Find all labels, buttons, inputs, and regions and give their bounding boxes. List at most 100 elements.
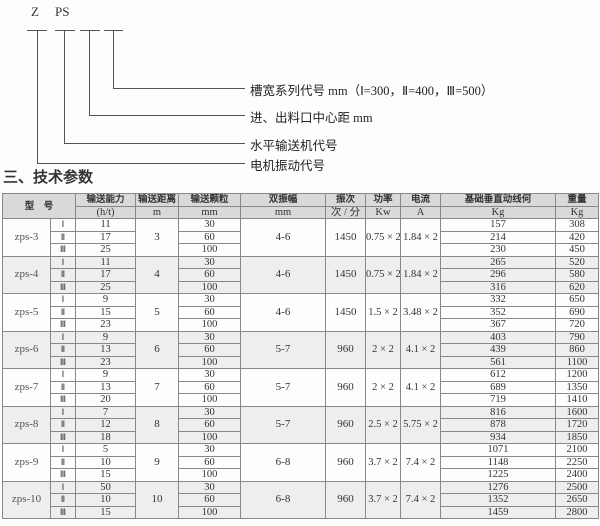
weight-cell: 1410 <box>555 393 600 407</box>
grade-cell: Ⅰ <box>49 293 77 307</box>
load-cell: 1148 <box>440 455 557 469</box>
weight-cell: 1100 <box>555 355 600 369</box>
amplitude-cell: 4-6 <box>240 255 327 294</box>
table-row: Ⅲ 20 100 719 1410 <box>3 393 600 407</box>
load-cell: 316 <box>440 280 557 294</box>
power-cell: 0.75 × 2 <box>365 255 402 294</box>
capacity-cell: 11 <box>75 255 137 269</box>
particle-cell: 30 <box>178 443 242 457</box>
weight-cell: 1720 <box>555 418 600 432</box>
particle-cell: 100 <box>178 243 242 257</box>
unit-capacity: (h/t) <box>75 205 137 219</box>
table-row: zps-4 Ⅰ 11 4 30 4-6 1450 0.75 × 2 1.84 × 2 265 520 <box>2 255 600 294</box>
current-cell: 7.4 × 2 <box>400 443 442 482</box>
load-cell: 367 <box>440 318 557 332</box>
grade-cell: Ⅱ <box>49 343 77 357</box>
distance-cell: 7 <box>135 368 180 407</box>
distance-cell: 4 <box>135 255 180 294</box>
leader-line <box>113 88 245 89</box>
distance-cell: 6 <box>135 330 180 369</box>
frequency-cell: 960 <box>325 480 367 519</box>
table-row: Ⅱ 12 60 878 1720 <box>3 418 600 432</box>
current-cell: 1.84 × 2 <box>400 218 442 257</box>
capacity-cell: 11 <box>75 218 137 232</box>
particle-cell: 60 <box>178 343 242 357</box>
unit-particle: mm <box>178 205 242 219</box>
table-row: Ⅲ 15 100 1225 2400 <box>3 468 600 482</box>
weight-cell: 450 <box>555 243 600 257</box>
capacity-cell: 15 <box>75 505 137 519</box>
table-row: Ⅱ 17 60 296 580 <box>3 268 600 282</box>
capacity-cell: 17 <box>75 230 137 244</box>
model-cell: zps-10 <box>2 480 51 519</box>
weight-cell: 790 <box>555 330 600 344</box>
weight-cell: 1350 <box>555 380 600 394</box>
capacity-cell: 12 <box>75 418 137 432</box>
amplitude-cell: 4-6 <box>240 293 327 332</box>
label-vibration-code: 电机振动代号 <box>250 159 326 173</box>
frequency-cell: 960 <box>325 330 367 369</box>
load-cell: 332 <box>440 293 557 307</box>
particle-cell: 30 <box>178 405 242 419</box>
weight-cell: 2500 <box>555 480 600 494</box>
current-cell: 7.4 × 2 <box>400 480 442 519</box>
load-cell: 612 <box>440 368 557 382</box>
frequency-cell: 960 <box>325 405 367 444</box>
load-cell: 439 <box>440 343 557 357</box>
table-row: Ⅲ 18 100 934 1850 <box>3 430 600 444</box>
grade-cell: Ⅲ <box>49 355 77 369</box>
weight-cell: 2250 <box>555 455 600 469</box>
amplitude-cell: 4-6 <box>240 218 327 257</box>
weight-cell: 2100 <box>555 443 600 457</box>
header-frequency: 振次 <box>325 193 367 207</box>
leader-line <box>37 30 38 163</box>
grade-cell: Ⅲ <box>49 393 77 407</box>
particle-cell: 60 <box>178 455 242 469</box>
table-row: Ⅱ 10 60 1352 2650 <box>3 493 600 507</box>
capacity-cell: 15 <box>75 468 137 482</box>
load-cell: 816 <box>440 405 557 419</box>
particle-cell: 100 <box>178 430 242 444</box>
distance-cell: 8 <box>135 405 180 444</box>
load-cell: 1225 <box>440 468 557 482</box>
grade-cell: Ⅲ <box>49 318 77 332</box>
capacity-cell: 10 <box>75 493 137 507</box>
unit-amplitude: mm <box>240 205 327 219</box>
model-cell: zps-7 <box>2 368 51 407</box>
code-underline <box>55 30 75 31</box>
model-cell: zps-9 <box>2 443 51 482</box>
header-particle: 输送颗粒 <box>178 193 242 207</box>
header-load: 基础垂直动线何 <box>440 193 557 207</box>
model-cell: zps-8 <box>2 405 51 444</box>
weight-cell: 520 <box>555 255 600 269</box>
capacity-cell: 7 <box>75 405 137 419</box>
particle-cell: 30 <box>178 330 242 344</box>
load-cell: 352 <box>440 305 557 319</box>
table-row: zps-10 Ⅰ 50 10 30 6-8 960 3.7 × 2 7.4 × 2 1276 250… <box>2 480 600 519</box>
header-capacity: 输送能力 <box>75 193 137 207</box>
particle-cell: 100 <box>178 318 242 332</box>
capacity-cell: 10 <box>75 455 137 469</box>
load-cell: 561 <box>440 355 557 369</box>
load-cell: 403 <box>440 330 557 344</box>
power-cell: 0.75 × 2 <box>365 218 402 257</box>
grade-cell: Ⅰ <box>49 480 77 494</box>
grade-cell: Ⅰ <box>49 330 77 344</box>
capacity-cell: 9 <box>75 330 137 344</box>
model-cell: zps-3 <box>2 218 51 257</box>
capacity-cell: 25 <box>75 280 137 294</box>
load-cell: 296 <box>440 268 557 282</box>
capacity-cell: 18 <box>75 430 137 444</box>
grade-cell: Ⅱ <box>49 380 77 394</box>
code-letter-ps: PS <box>55 4 70 19</box>
distance-cell: 3 <box>135 218 180 257</box>
power-cell: 2 × 2 <box>365 368 402 407</box>
particle-cell: 60 <box>178 305 242 319</box>
label-port-distance: 进、出料口中心距 mm <box>250 111 373 125</box>
table-row: zps-8 Ⅰ 7 8 30 5-7 960 2.5 × 2 5.75 × 2 816 1600 <box>2 405 600 444</box>
tech-params-table: 型 号 输送能力 输送距离 输送颗粒 双振幅 振次 功率 电流 基础垂直动线何 … <box>1 193 600 519</box>
capacity-cell: 23 <box>75 318 137 332</box>
capacity-cell: 13 <box>75 380 137 394</box>
capacity-cell: 13 <box>75 343 137 357</box>
grade-cell: Ⅲ <box>49 430 77 444</box>
